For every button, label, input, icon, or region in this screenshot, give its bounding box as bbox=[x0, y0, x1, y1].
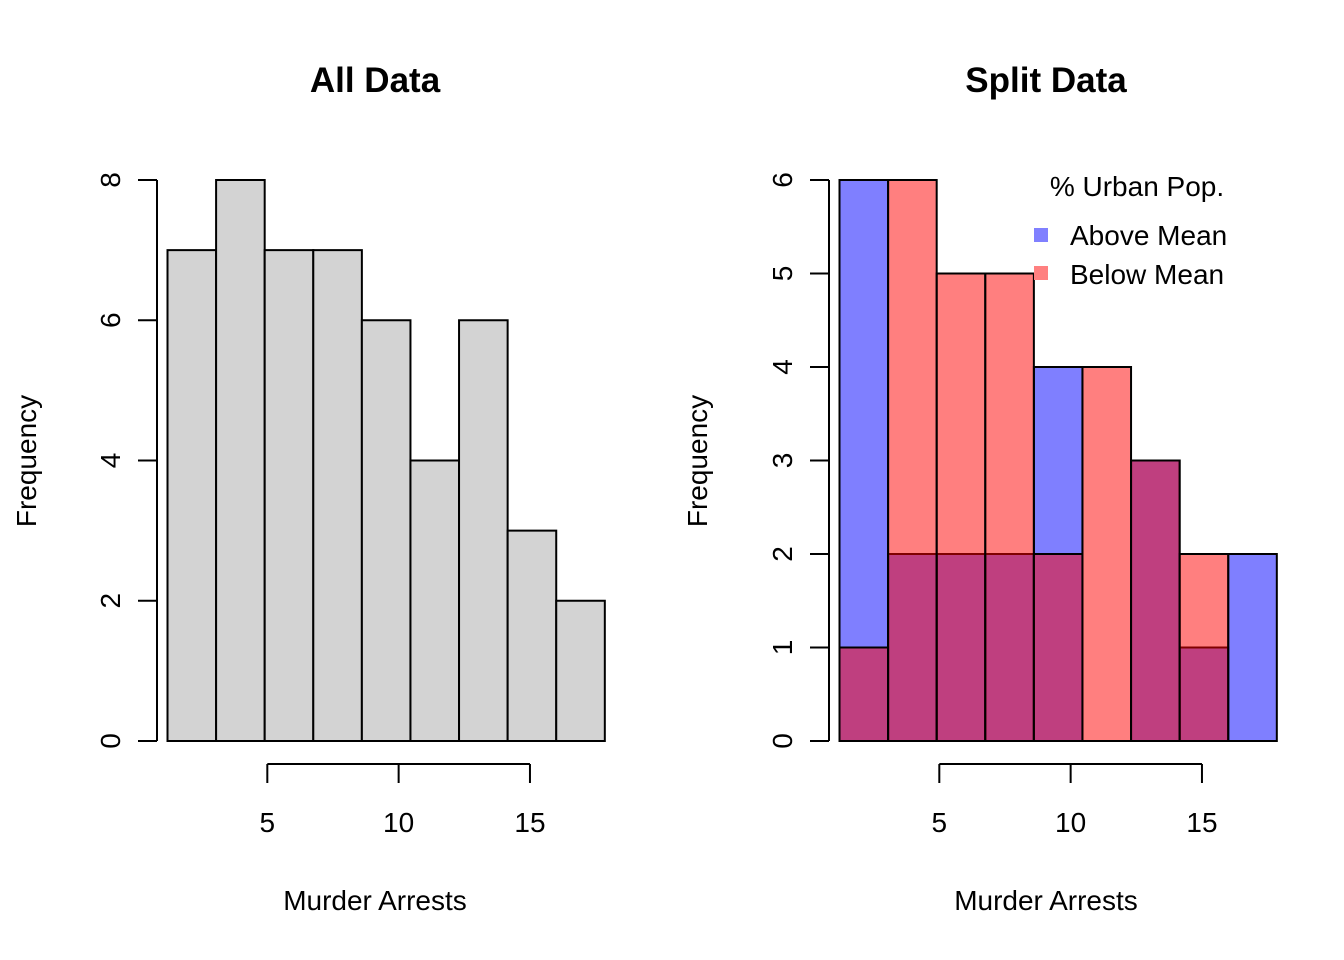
histogram-bar bbox=[984, 272, 1035, 742]
histogram-bar bbox=[166, 249, 218, 742]
x-axis-label: Murder Arrests bbox=[954, 885, 1138, 916]
x-axis: 5 10 15 bbox=[932, 763, 1218, 838]
legend-label-below-mean: Below Mean bbox=[1070, 259, 1224, 290]
bars bbox=[838, 179, 1278, 742]
x-tick-label: 10 bbox=[383, 807, 414, 838]
y-axis: 0 2 4 6 8 bbox=[95, 172, 158, 749]
x-tick-label: 15 bbox=[514, 807, 545, 838]
x-tick-label: 15 bbox=[1186, 807, 1217, 838]
histogram-bar bbox=[1178, 553, 1230, 742]
chart-title: Split Data bbox=[965, 61, 1127, 100]
chart-title: All Data bbox=[310, 61, 441, 100]
y-tick-label: 3 bbox=[767, 453, 798, 469]
histogram-split-data: Split Data Murder Arrests Frequency 0 1 2 3… bbox=[682, 61, 1278, 916]
legend: % Urban Pop. Above Mean Below Mean bbox=[1034, 171, 1227, 290]
x-axis: 5 10 15 bbox=[260, 763, 546, 838]
y-tick-label: 0 bbox=[95, 733, 126, 749]
y-tick-label: 5 bbox=[767, 266, 798, 282]
histogram-bar bbox=[935, 272, 987, 742]
y-axis: 0 1 2 3 4 5 6 bbox=[767, 172, 830, 749]
histogram-all-data: All Data Murder Arrests Frequency 02468 … bbox=[11, 61, 606, 916]
histogram-bar bbox=[555, 599, 606, 742]
x-tick-label: 5 bbox=[260, 807, 276, 838]
histogram-bar bbox=[360, 319, 412, 742]
y-tick-label: 6 bbox=[95, 312, 126, 328]
x-tick-label: 10 bbox=[1055, 807, 1086, 838]
legend-swatch-below-mean bbox=[1034, 266, 1048, 280]
histogram-bar bbox=[458, 319, 509, 742]
histogram-bar bbox=[1032, 553, 1084, 742]
y-tick-label: 1 bbox=[767, 640, 798, 656]
legend-title: % Urban Pop. bbox=[1050, 171, 1224, 202]
y-axis-label: Frequency bbox=[682, 395, 713, 527]
histogram-bar bbox=[312, 249, 363, 742]
y-tick-label: 4 bbox=[767, 359, 798, 375]
histogram-bar bbox=[506, 529, 558, 742]
legend-label-above-mean: Above Mean bbox=[1070, 220, 1227, 251]
histogram-bar bbox=[263, 249, 315, 742]
y-tick-label: 2 bbox=[767, 546, 798, 562]
histogram-bar bbox=[838, 646, 890, 742]
histogram-bar bbox=[409, 459, 461, 742]
legend-swatch-above-mean bbox=[1034, 228, 1048, 242]
x-axis-label: Murder Arrests bbox=[283, 885, 467, 916]
histogram-bar bbox=[1081, 366, 1133, 742]
bars bbox=[166, 179, 606, 742]
histogram-bar bbox=[1130, 459, 1181, 742]
x-tick-label: 5 bbox=[932, 807, 948, 838]
y-tick-label: 8 bbox=[95, 172, 126, 188]
y-axis-label: Frequency bbox=[11, 395, 42, 527]
histogram-bar bbox=[215, 179, 266, 742]
y-tick-label: 4 bbox=[95, 453, 126, 469]
histogram-bar bbox=[887, 179, 938, 742]
y-tick-label: 0 bbox=[767, 733, 798, 749]
histogram-bar bbox=[1227, 553, 1278, 742]
y-tick-label: 6 bbox=[767, 172, 798, 188]
y-tick-label: 2 bbox=[95, 593, 126, 609]
